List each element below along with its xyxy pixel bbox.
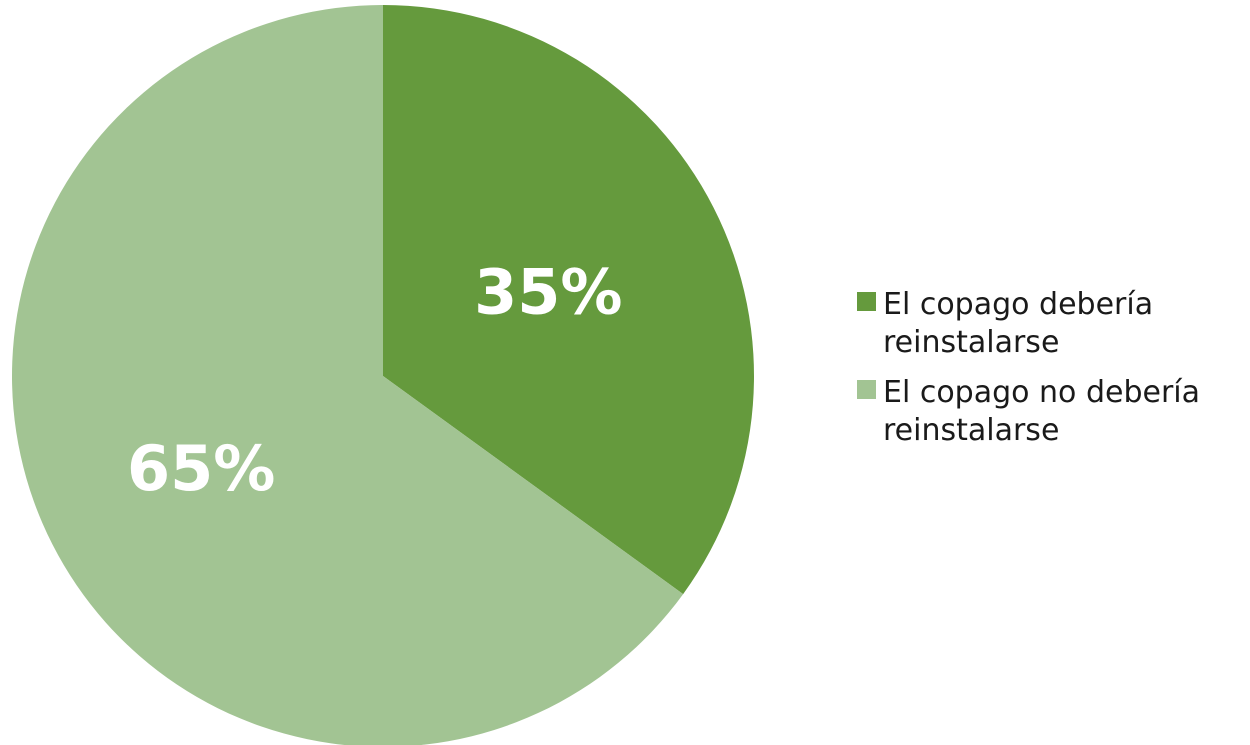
- legend-item-reinstate: El copago debería reinstalarse: [857, 286, 1247, 362]
- pie-slice-reinstate: [383, 5, 754, 595]
- legend-label-reinstate: El copago debería reinstalarse: [883, 287, 1154, 360]
- data-label-not-reinstate: 65%: [127, 432, 275, 505]
- legend: El copago debería reinstalarse El copago…: [857, 286, 1247, 462]
- legend-swatch-reinstate: [857, 292, 876, 311]
- legend-label-not-reinstate: El copago no debería reinstalarse: [883, 375, 1200, 448]
- legend-swatch-not-reinstate: [857, 380, 876, 399]
- pie-slice-not-reinstate: [12, 5, 684, 745]
- data-label-reinstate: 35%: [474, 255, 622, 328]
- legend-item-not-reinstate: El copago no debería reinstalarse: [857, 374, 1247, 450]
